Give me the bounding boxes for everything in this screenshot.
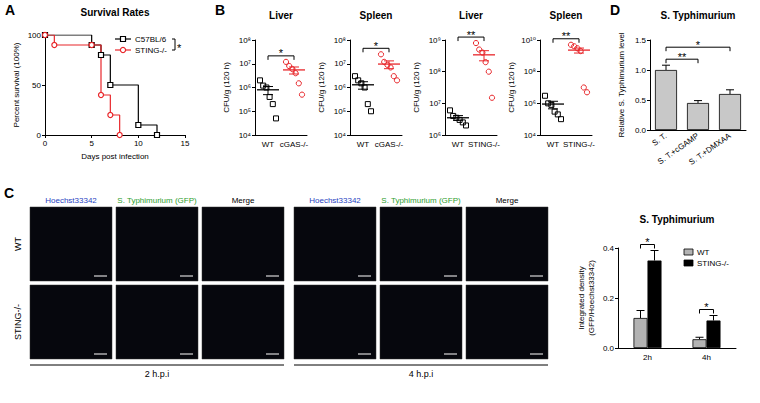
svg-text:10: 10 [134, 139, 143, 148]
svg-text:D: D [610, 2, 620, 18]
svg-text:STING-/-: STING-/- [468, 140, 500, 149]
svg-text:Percent survival (100%): Percent survival (100%) [12, 42, 21, 127]
svg-text:10⁷: 10⁷ [334, 59, 346, 68]
svg-text:10⁵: 10⁵ [334, 107, 346, 116]
svg-text:0.0: 0.0 [635, 126, 647, 135]
svg-text:4 h.p.i: 4 h.p.i [409, 369, 434, 379]
svg-text:0.2: 0.2 [603, 294, 615, 303]
svg-text:10⁷: 10⁷ [429, 99, 441, 108]
svg-text:10⁸: 10⁸ [524, 67, 536, 76]
svg-text:S. T.: S. T. [650, 131, 668, 147]
svg-text:10¹⁰: 10¹⁰ [521, 36, 536, 45]
svg-text:CFU/g (120 h): CFU/g (120 h) [412, 62, 421, 113]
svg-text:0: 0 [43, 139, 48, 148]
svg-text:0.0: 0.0 [603, 344, 615, 353]
svg-text:5: 5 [89, 139, 94, 148]
svg-text:10⁶: 10⁶ [334, 83, 346, 92]
svg-text:4h: 4h [702, 353, 711, 362]
svg-text:(GFP/Hoechst33342): (GFP/Hoechst33342) [587, 260, 596, 336]
svg-text:10⁴: 10⁴ [334, 131, 347, 140]
svg-text:STING-/-: STING-/- [697, 259, 729, 268]
svg-text:Liver: Liver [459, 10, 483, 21]
svg-text:S. T.+DMXAA: S. T.+DMXAA [687, 131, 733, 167]
svg-text:*: * [177, 42, 182, 54]
svg-text:10⁹: 10⁹ [429, 36, 441, 45]
svg-text:Survival Rates: Survival Rates [81, 7, 150, 18]
svg-text:*: * [696, 39, 701, 51]
svg-text:0.5: 0.5 [635, 96, 647, 105]
svg-text:1.0: 1.0 [635, 66, 647, 75]
svg-text:10⁴: 10⁴ [239, 131, 252, 140]
svg-text:**: ** [678, 51, 687, 63]
svg-text:10⁶: 10⁶ [429, 131, 441, 140]
svg-text:Days post infection: Days post infection [81, 152, 149, 161]
svg-text:10⁸: 10⁸ [239, 36, 251, 45]
svg-text:Hoechst33342: Hoechst33342 [45, 196, 97, 205]
svg-text:WT: WT [357, 140, 370, 149]
svg-text:WT: WT [697, 248, 710, 257]
svg-text:Hoechst33342: Hoechst33342 [309, 196, 361, 205]
svg-text:WT: WT [262, 140, 275, 149]
svg-text:cGAS-/-: cGAS-/- [280, 140, 309, 149]
svg-text:10⁸: 10⁸ [429, 67, 441, 76]
svg-text:S. Typhimurium (GFP): S. Typhimurium (GFP) [381, 196, 461, 205]
svg-text:2h: 2h [643, 353, 652, 362]
svg-text:1.5: 1.5 [635, 36, 647, 45]
svg-text:Spleen: Spleen [550, 10, 583, 21]
svg-text:0.4: 0.4 [603, 244, 615, 253]
svg-text:10⁷: 10⁷ [239, 59, 251, 68]
svg-text:50: 50 [32, 81, 41, 90]
svg-text:*: * [645, 236, 650, 248]
svg-text:10⁶: 10⁶ [524, 99, 536, 108]
svg-text:**: ** [562, 30, 571, 42]
svg-text:Relative S. Typhimurium level: Relative S. Typhimurium level [617, 32, 626, 137]
svg-text:WT: WT [13, 237, 23, 251]
svg-text:*: * [374, 40, 379, 52]
svg-text:S. T.+cGAMP: S. T.+cGAMP [656, 131, 701, 167]
svg-text:Liver: Liver [269, 10, 293, 21]
svg-text:10⁴: 10⁴ [524, 131, 537, 140]
svg-text:cGAS-/-: cGAS-/- [375, 140, 404, 149]
svg-text:Merge: Merge [232, 196, 255, 205]
svg-text:WT: WT [547, 140, 560, 149]
svg-text:Spleen: Spleen [360, 10, 393, 21]
svg-text:B: B [215, 2, 225, 18]
svg-text:C57BL/6: C57BL/6 [135, 35, 167, 44]
svg-text:S. Typhimurium (GFP): S. Typhimurium (GFP) [117, 196, 197, 205]
svg-text:WT: WT [452, 140, 465, 149]
svg-text:CFU/g (120 h): CFU/g (120 h) [317, 62, 326, 113]
svg-text:A: A [5, 2, 15, 18]
svg-text:STING-/-: STING-/- [563, 140, 595, 149]
svg-text:CFU/g (120 h): CFU/g (120 h) [222, 62, 231, 113]
svg-text:10⁵: 10⁵ [239, 107, 251, 116]
svg-text:S. Typhimurium: S. Typhimurium [661, 10, 736, 21]
svg-text:S. Typhimurium: S. Typhimurium [640, 214, 715, 225]
svg-text:Merge: Merge [496, 196, 519, 205]
svg-text:*: * [704, 301, 709, 313]
svg-text:100: 100 [28, 31, 42, 40]
svg-text:10⁶: 10⁶ [239, 83, 251, 92]
svg-text:2 h.p.i: 2 h.p.i [145, 369, 170, 379]
svg-text:STING-/-: STING-/- [13, 304, 23, 340]
svg-text:Integrated density: Integrated density [577, 266, 586, 330]
svg-text:**: ** [467, 29, 476, 41]
svg-text:15: 15 [181, 139, 190, 148]
svg-text:*: * [279, 47, 284, 59]
svg-text:STING-/-: STING-/- [135, 46, 167, 55]
svg-text:CFU/g (120 h): CFU/g (120 h) [507, 62, 516, 113]
svg-text:0: 0 [37, 131, 42, 140]
svg-text:C: C [4, 185, 14, 201]
svg-text:10⁸: 10⁸ [334, 36, 346, 45]
